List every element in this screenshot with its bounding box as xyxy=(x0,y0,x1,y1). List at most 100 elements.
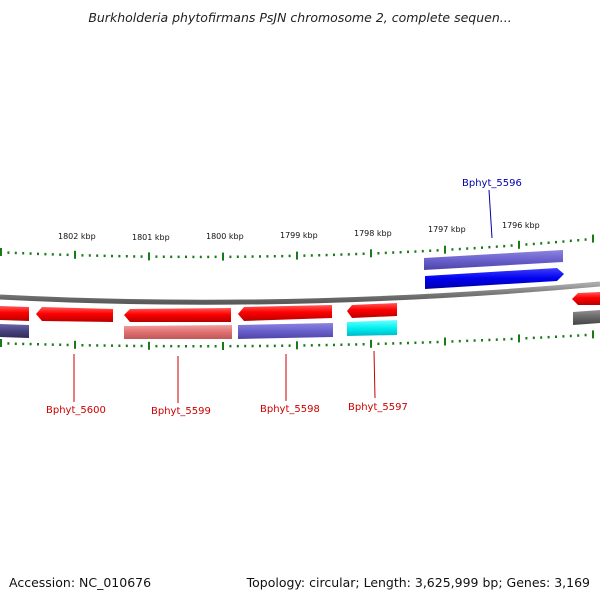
scale-label-1800: 1800 kbp xyxy=(206,232,244,241)
minor-tick xyxy=(303,254,306,257)
minor-tick xyxy=(532,336,535,340)
minor-tick xyxy=(51,343,54,346)
minor-tick xyxy=(384,251,387,255)
gene-arrow-right-edge[interactable] xyxy=(572,292,600,305)
minor-tick xyxy=(66,253,69,257)
minor-tick xyxy=(118,254,121,258)
minor-tick xyxy=(333,253,335,257)
minor-tick xyxy=(384,342,387,345)
major-tick xyxy=(74,250,76,259)
minor-tick xyxy=(140,255,143,258)
minor-tick xyxy=(481,246,483,249)
minor-tick xyxy=(207,255,210,259)
minor-tick xyxy=(251,255,254,258)
minor-tick xyxy=(355,343,358,346)
minor-tick xyxy=(185,345,187,348)
minor-tick xyxy=(170,344,173,348)
minor-tick xyxy=(199,255,202,259)
minor-tick xyxy=(547,241,550,244)
scale-label-1799: 1799 kbp xyxy=(280,231,318,240)
chromosome-backbone xyxy=(0,281,600,305)
gene-label-5598[interactable]: Bphyt_5598 xyxy=(260,404,320,415)
minor-tick xyxy=(155,344,158,348)
gene-arrow-5596[interactable] xyxy=(425,268,564,289)
minor-tick xyxy=(259,344,261,348)
minor-tick xyxy=(399,251,402,254)
major-tick xyxy=(518,334,520,343)
scale-label-1801: 1801 kbp xyxy=(132,233,170,242)
minor-tick xyxy=(392,342,395,345)
gene-bar-right-edge[interactable] xyxy=(573,310,600,325)
gene-bar-5596-light[interactable] xyxy=(424,250,563,270)
minor-tick xyxy=(88,344,91,347)
minor-tick xyxy=(510,244,513,247)
gene-arrow-5597[interactable] xyxy=(347,303,397,318)
minor-tick xyxy=(155,255,158,258)
minor-tick xyxy=(555,335,557,338)
scale-label-1796: 1796 kbp xyxy=(502,221,540,230)
minor-tick xyxy=(44,252,47,256)
minor-tick xyxy=(59,343,62,346)
minor-tick xyxy=(229,255,232,259)
minor-tick xyxy=(569,334,572,338)
minor-tick xyxy=(214,255,217,259)
minor-tick xyxy=(347,253,350,256)
minor-tick xyxy=(318,254,321,257)
major-tick xyxy=(0,248,2,256)
gene-bar-5599[interactable] xyxy=(124,325,232,339)
minor-tick xyxy=(421,341,424,344)
gene-bar-5598[interactable] xyxy=(238,323,333,339)
minor-tick xyxy=(547,335,550,339)
minor-tick xyxy=(407,341,409,345)
scale-label-1797: 1797 kbp xyxy=(428,225,466,234)
gene-label-5599[interactable]: Bphyt_5599 xyxy=(151,406,211,417)
gene-arrow-left-edge[interactable] xyxy=(0,306,29,321)
minor-tick xyxy=(303,344,306,347)
minor-tick xyxy=(103,344,106,347)
minor-tick xyxy=(288,344,291,347)
scale-labels: 1802 kbp 1801 kbp 1800 kbp 1799 kbp 1798… xyxy=(58,221,540,242)
minor-tick xyxy=(451,248,454,251)
minor-tick xyxy=(259,255,261,258)
major-tick xyxy=(222,252,224,261)
minor-tick xyxy=(377,342,380,346)
minor-tick xyxy=(273,344,276,348)
minor-tick xyxy=(111,254,113,258)
minor-tick xyxy=(7,342,10,345)
minor-tick xyxy=(133,255,136,258)
gene-bar-5597[interactable] xyxy=(347,320,397,336)
minor-tick xyxy=(96,254,99,257)
minor-tick xyxy=(162,255,165,258)
minor-tick xyxy=(177,345,180,348)
minor-tick xyxy=(436,340,439,344)
minor-tick xyxy=(355,252,358,256)
minor-tick xyxy=(414,250,417,253)
leader-5596 xyxy=(488,189,493,239)
minor-tick xyxy=(540,336,543,339)
gene-label-5597[interactable]: Bphyt_5597 xyxy=(348,402,408,413)
minor-tick xyxy=(510,337,513,341)
minor-tick xyxy=(103,254,106,258)
gene-arrow-5598[interactable] xyxy=(238,305,332,321)
minor-tick xyxy=(503,338,506,341)
leader-5597 xyxy=(373,350,376,399)
minor-tick xyxy=(236,255,239,258)
minor-tick xyxy=(44,343,47,346)
scale-label-1798: 1798 kbp xyxy=(354,229,392,238)
minor-tick xyxy=(340,253,343,256)
gene-arrow-5599[interactable] xyxy=(124,308,231,322)
minor-tick xyxy=(488,245,491,249)
minor-tick xyxy=(14,342,17,345)
gene-label-5600[interactable]: Bphyt_5600 xyxy=(46,405,106,416)
minor-tick xyxy=(488,338,491,342)
minor-tick xyxy=(473,339,476,342)
major-tick xyxy=(370,249,372,258)
gene-label-5596[interactable]: Bphyt_5596 xyxy=(462,178,522,189)
minor-tick xyxy=(362,343,365,346)
minor-tick xyxy=(429,341,432,344)
minor-tick xyxy=(562,335,565,338)
major-tick xyxy=(370,339,372,348)
gene-bar-left-edge[interactable] xyxy=(0,324,29,338)
major-tick xyxy=(296,341,298,350)
gene-arrow-5600[interactable] xyxy=(36,307,113,322)
